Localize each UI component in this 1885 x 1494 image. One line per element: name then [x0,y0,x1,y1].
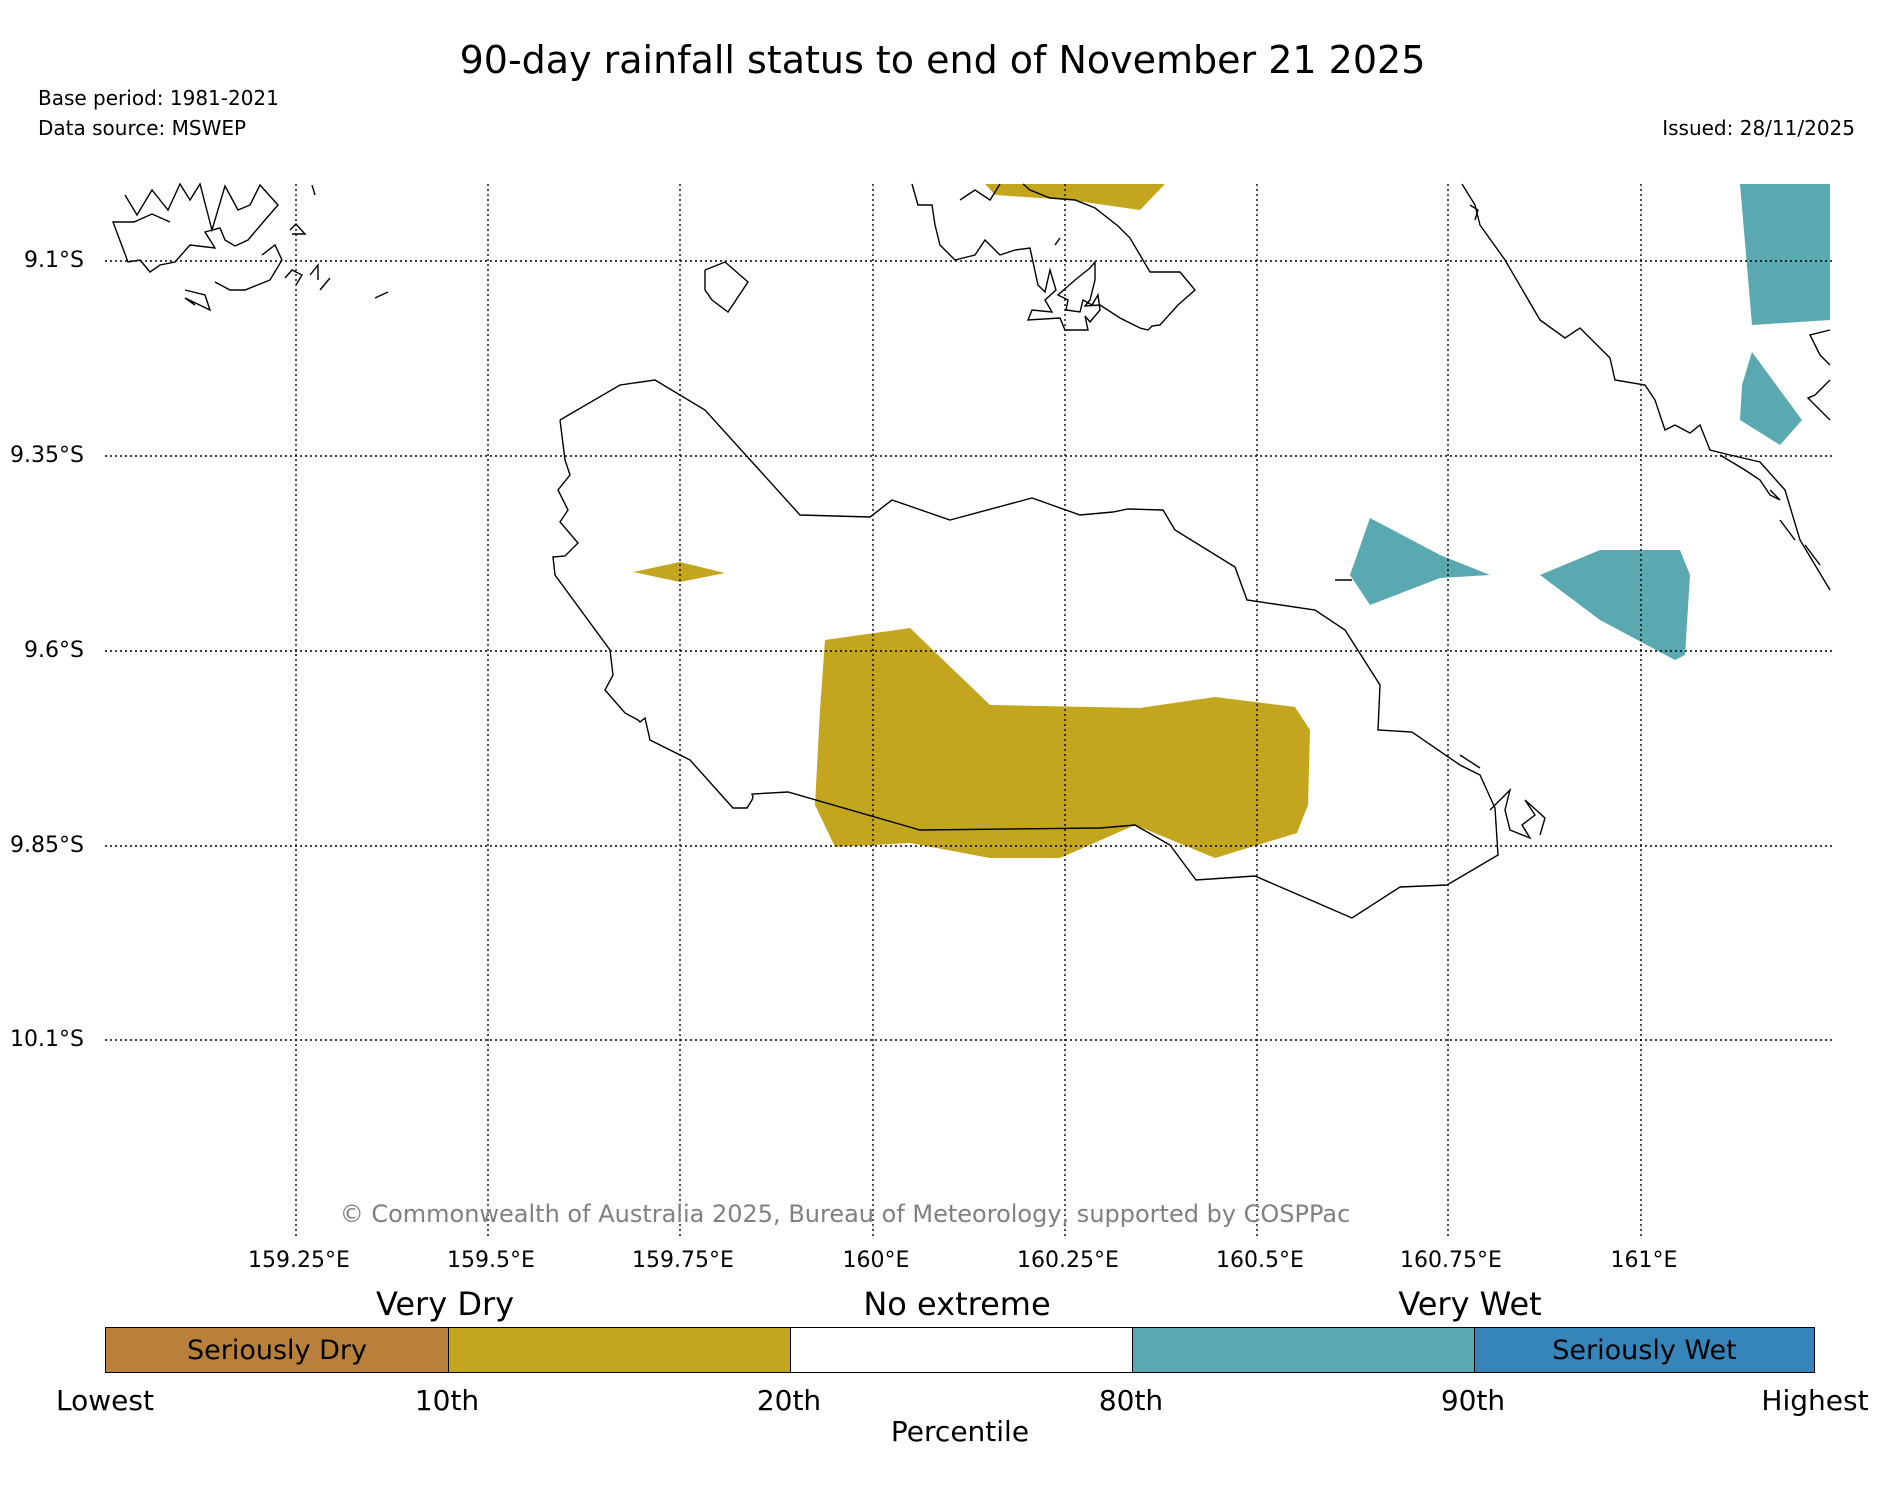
base-period: Base period: 1981-2021 [38,86,279,110]
data-source: Data source: MSWEP [38,116,247,140]
coastline-nw-islands-3 [214,243,283,291]
issued-date: Issued: 28/11/2025 [1662,116,1855,140]
very-wet-region-e1 [1740,352,1802,445]
lon-label: 160.75°E [1400,1248,1502,1273]
lon-label: 160.5°E [1216,1248,1304,1273]
coastline-northeast-7 [1806,379,1831,421]
coastline-nw-islands-6 [309,263,319,280]
legend-segment-no-extreme [790,1328,1132,1372]
map-title: 90-day rainfall status to end of Novembe… [459,38,1426,82]
lon-label: 160°E [842,1248,910,1273]
coastline-se-islets [1489,787,1546,840]
percentile-tick: Lowest [56,1384,154,1417]
coastline-north-island-3 [1054,237,1061,246]
coastline-northeast-5 [1804,544,1821,566]
coastline-nw-islands-9 [311,184,316,196]
very-dry-region-north [985,184,1165,210]
coastline-north-island-2 [959,183,1001,201]
legend-category-no-extreme: No extreme [863,1285,1051,1323]
copyright-notice: © Commonwealth of Australia 2025, Bureau… [339,1200,1351,1228]
legend-category-very-wet: Very Wet [1398,1285,1542,1323]
coastline-nw-islands-8 [374,291,389,299]
coastline-small-island [704,261,749,314]
very-wet-regions [1350,184,1830,660]
lon-label: 159.25°E [248,1248,350,1273]
legend-segment-seriously-wet: Seriously Wet [1474,1328,1814,1372]
coastline-nw-islands-4 [289,222,307,235]
coastline-northeast-6 [1808,329,1831,366]
percentile-tick: 10th [414,1384,480,1417]
legend-segment-very-dry [448,1328,790,1372]
coastline-northeast [1461,183,1831,591]
lon-label: 159.5°E [447,1248,535,1273]
very-dry-regions [633,184,1310,858]
legend-segment-very-wet [1132,1328,1474,1372]
coastline-se-islets-2 [1459,754,1481,769]
lat-label: 9.6°S [24,638,84,663]
very-wet-region-e2 [1350,518,1490,605]
percentile-tick: 20th [756,1384,822,1417]
percentile-axis-label: Percentile [890,1415,1030,1448]
lat-label: 9.1°S [24,248,84,273]
lat-label: 9.85°S [10,833,84,858]
lat-label: 9.35°S [10,443,84,468]
lon-label: 159.75°E [632,1248,734,1273]
percentile-tick: Highest [1761,1384,1869,1417]
graticule [105,184,1832,1237]
legend-category-very-dry: Very Dry [375,1285,515,1323]
lon-label: 160.25°E [1017,1248,1119,1273]
coastline-northeast-2 [1469,204,1479,221]
very-wet-region-e3 [1540,550,1690,660]
coastline-north-island [911,183,1196,331]
coastline-nw-islands-5 [284,269,303,286]
lat-label: 10.1°S [10,1027,84,1052]
coastline-northeast-3 [1719,454,1781,501]
coastlines [111,182,1831,919]
lon-label: 161°E [1610,1248,1678,1273]
very-wet-region-ne [1740,184,1830,325]
coastline-northeast-4 [1779,519,1796,541]
legend-segment-seriously-dry: Seriously Dry [106,1328,448,1372]
percentile-tick: 80th [1098,1384,1164,1417]
coastline-nw-islands-7 [319,277,331,291]
percentile-tick: 90th [1440,1384,1506,1417]
very-dry-region-main [815,628,1310,858]
coastline-nw-islands-2 [184,289,212,312]
coastline-nw-islands [111,182,279,273]
very-dry-region-small [633,562,725,582]
coastline-main-island [552,379,1499,919]
